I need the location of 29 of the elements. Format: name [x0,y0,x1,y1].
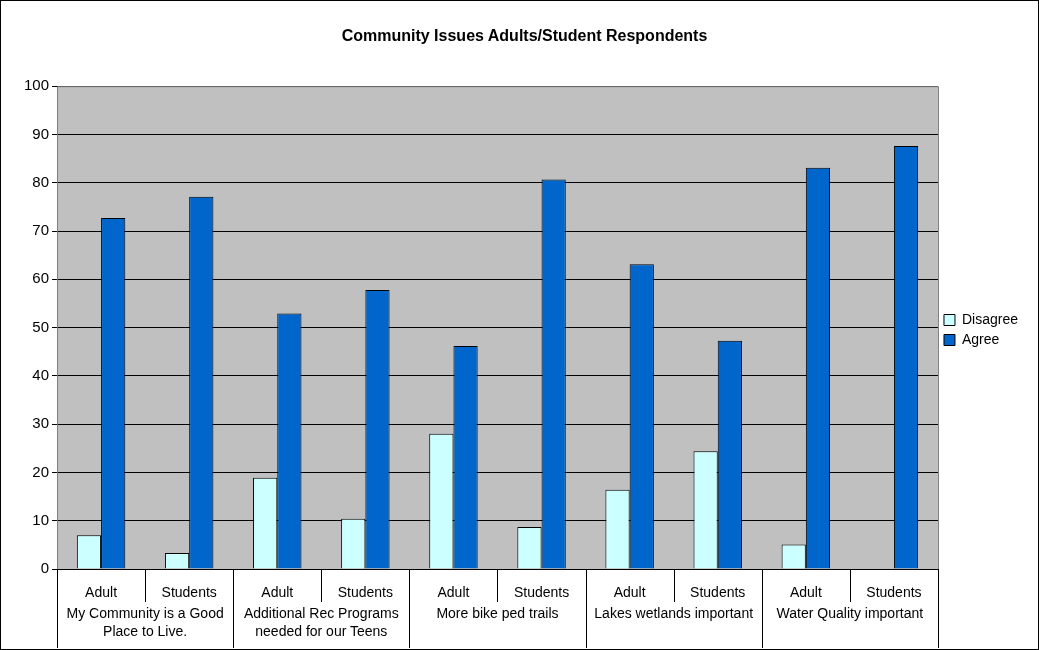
x-tick-label: Adult [613,584,646,601]
x-tick-label: Students [337,584,393,601]
chart-title: Community Issues Adults/Student Respondents [341,27,708,45]
legend-label: Disagree [961,310,1019,327]
legend-label: Agree [961,330,1000,347]
y-tick-label: 20 [32,462,50,480]
x-tick-label: Students [161,584,217,601]
text: My Community is a Good Place to Live. [66,604,224,639]
y-tick-label: 80 [32,172,50,190]
x-tick-label: Students [513,584,570,601]
x-tick-label: Adult [437,584,470,601]
y-tick-label: 100 [24,76,50,94]
x-tick-label: Students [690,584,746,601]
y-tick-label: 30 [32,414,50,432]
x-tick-label: Adult [789,584,822,601]
x-tick-label: Adult [85,584,118,601]
y-tick-label: 10 [32,510,50,528]
text: Lakes wetlands important [594,604,754,621]
text: More bike ped trails [436,604,559,621]
text: Water Quality important [776,604,924,621]
y-tick-label: 50 [32,317,50,335]
x-tick-label: Adult [261,584,294,601]
text: Additional Rec Programs needed for our Teens [243,604,399,639]
x-tick-label: Students [866,584,922,601]
y-tick-label: 70 [32,221,50,239]
y-tick-label: 0 [40,559,50,577]
y-tick-label: 60 [32,269,50,287]
y-tick-label: 40 [32,366,50,384]
y-tick-label: 90 [32,124,50,142]
